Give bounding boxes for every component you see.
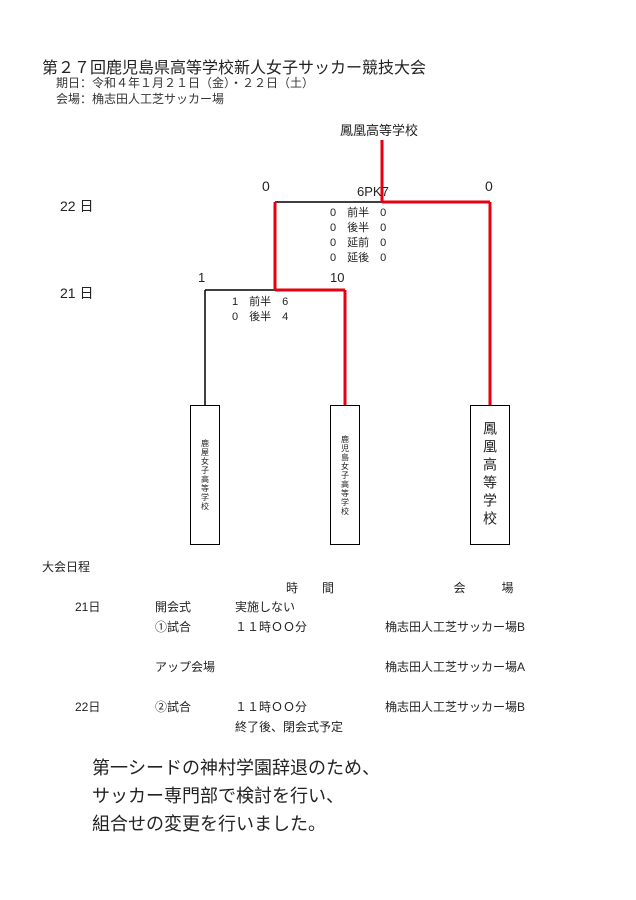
fp1-lbl: 後半: [347, 222, 369, 234]
notice-line1: 第一シードの神村学園辞退のため、: [92, 755, 380, 783]
semi-score-left: 1: [198, 270, 205, 285]
sched-date: [42, 638, 155, 656]
fp0-r: 0: [380, 207, 386, 219]
sched-event: ②試合: [155, 698, 235, 716]
schedule-row: 22日②試合１１時ＯＯ分桷志田人工芝サッカー場B: [42, 698, 582, 716]
venue-line: 会場：桷志田人工芝サッカー場: [56, 90, 224, 107]
sp1-lbl: 後半: [249, 311, 271, 323]
sched-event: ①試合: [155, 618, 235, 636]
team-box-left: 鹿屋女子高等学校: [190, 405, 220, 545]
schedule-row: アップ会場 桷志田人工芝サッカー場A: [42, 658, 582, 676]
day22-label: 22 日: [60, 196, 93, 216]
sched-venue: 桷志田人工芝サッカー場B: [385, 618, 582, 636]
final-pk: 6PK7: [357, 184, 389, 199]
notice-line2: サッカー専門部で検討を行い、: [92, 783, 380, 811]
sched-date: [42, 718, 155, 736]
sched-venue: [385, 598, 582, 616]
bracket-diagram: 鳳凰高等学校 22 日 21 日 0 0 6PK7 0 前半 0 0 後半 0 …: [0, 120, 636, 560]
fp2-l: 0: [330, 237, 336, 249]
sched-time: １１時ＯＯ分: [235, 618, 385, 636]
sp0-r: 6: [282, 296, 288, 308]
sched-venue: 桷志田人工芝サッカー場A: [385, 658, 582, 676]
fp0-lbl: 前半: [347, 207, 369, 219]
semi-period-rows: 1 前半 6 0 後半 4: [232, 295, 288, 325]
sched-date: [42, 618, 155, 636]
sched-venue: [385, 638, 582, 656]
sched-time: [235, 638, 385, 656]
sched-event: [155, 638, 235, 656]
schedule-heading: 大会日程: [42, 558, 582, 575]
fp1-l: 0: [330, 222, 336, 234]
champion-label: 鳳凰高等学校: [340, 120, 418, 139]
sched-venue: [385, 678, 582, 696]
semi-score-right: 10: [330, 270, 344, 285]
schedule-row: 終了後、閉会式予定: [42, 718, 582, 736]
sched-date: 22日: [42, 698, 155, 716]
fp3-r: 0: [380, 252, 386, 264]
day21-label: 21 日: [60, 283, 93, 303]
fp3-l: 0: [330, 252, 336, 264]
sched-time: [235, 678, 385, 696]
notice-line3: 組合せの変更を行いました。: [92, 811, 380, 839]
schedule-col-venue: 会 場: [385, 579, 582, 596]
schedule-row: ①試合１１時ＯＯ分桷志田人工芝サッカー場B: [42, 618, 582, 636]
sp1-r: 4: [282, 311, 288, 323]
schedule-col-time: 時 間: [235, 579, 385, 596]
fp2-lbl: 延前: [347, 237, 369, 249]
final-period-rows: 0 前半 0 0 後半 0 0 延前 0 0 延後 0: [330, 206, 386, 265]
fp3-lbl: 延後: [347, 252, 369, 264]
bracket-lines: [0, 120, 636, 560]
sched-venue: [385, 718, 582, 736]
sched-time: [235, 658, 385, 676]
sched-event: [155, 718, 235, 736]
sched-time: 実施しない: [235, 598, 385, 616]
sched-event: アップ会場: [155, 658, 235, 676]
sched-event: 開会式: [155, 598, 235, 616]
team-box-center: 鹿児島女子高等学校: [330, 405, 360, 545]
team-center-name: 鹿児島女子高等学校: [340, 435, 351, 516]
sched-time: １１時ＯＯ分: [235, 698, 385, 716]
final-score-left: 0: [262, 178, 270, 194]
sched-time: 終了後、閉会式予定: [235, 718, 385, 736]
team-box-right: 鳳凰高等学校: [470, 405, 510, 545]
sched-date: 21日: [42, 598, 155, 616]
notice-text: 第一シードの神村学園辞退のため、 サッカー専門部で検討を行い、 組合せの変更を行…: [92, 755, 380, 839]
schedule-row: [42, 678, 582, 696]
sched-date: [42, 678, 155, 696]
schedule-section: 大会日程 時 間 会 場 21日開会式実施しない①試合１１時ＯＯ分桷志田人工芝サ…: [42, 558, 582, 738]
sp0-lbl: 前半: [249, 296, 271, 308]
team-right-name: 鳳凰高等学校: [480, 421, 500, 529]
schedule-row: [42, 638, 582, 656]
fp0-l: 0: [330, 207, 336, 219]
schedule-row: 21日開会式実施しない: [42, 598, 582, 616]
sched-venue: 桷志田人工芝サッカー場B: [385, 698, 582, 716]
team-left-name: 鹿屋女子高等学校: [200, 439, 211, 511]
sp1-l: 0: [232, 311, 238, 323]
fp1-r: 0: [380, 222, 386, 234]
fp2-r: 0: [380, 237, 386, 249]
sched-date: [42, 658, 155, 676]
sp0-l: 1: [232, 296, 238, 308]
dates-line: 期日：令和４年１月２１日（金）・２２日（土）: [56, 74, 314, 91]
sched-event: [155, 678, 235, 696]
final-score-right: 0: [485, 178, 493, 194]
